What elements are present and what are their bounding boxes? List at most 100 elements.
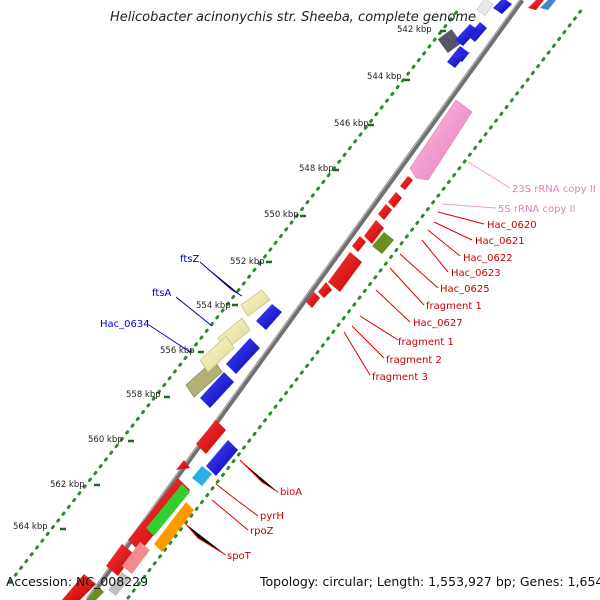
tick-label-556: 556 kbp xyxy=(160,346,195,356)
feature-red-small-560[interactable] xyxy=(176,460,190,470)
gene-label-fragment1a[interactable]: fragment 1 xyxy=(426,301,482,312)
leader-rpoz xyxy=(211,499,249,531)
gene-label-fragment2[interactable]: fragment 2 xyxy=(386,355,442,366)
leader-hac0627 xyxy=(375,289,411,323)
tick-label-544: 544 kbp xyxy=(367,72,402,82)
gc-dots-outer xyxy=(8,8,460,584)
tick-label-554: 554 kbp xyxy=(196,301,231,311)
gene-label-hac0634[interactable]: Hac_0634 xyxy=(100,319,150,330)
gene-label-5s-rrna[interactable]: 5S rRNA copy II xyxy=(498,204,575,215)
leader-fragment2 xyxy=(351,325,385,359)
feature-blue-top2[interactable] xyxy=(468,22,487,42)
gene-label-fragment1b[interactable]: fragment 1 xyxy=(398,337,454,348)
forward-strand-features xyxy=(62,0,512,600)
feature-salmon[interactable] xyxy=(122,542,150,574)
gene-label-rpoz[interactable]: rpoZ xyxy=(250,526,274,537)
tick-label-552: 552 kbp xyxy=(230,257,265,267)
tick-label-542: 542 kbp xyxy=(397,25,432,35)
leader-bioa xyxy=(239,459,279,493)
feature-trna-hac0625[interactable] xyxy=(372,232,394,254)
gene-label-fragment3[interactable]: fragment 3 xyxy=(372,372,428,383)
feature-dark-gray[interactable] xyxy=(437,29,462,53)
tick-marks xyxy=(60,29,446,531)
feature-gray-top[interactable] xyxy=(476,0,494,16)
feature-blue-right-top[interactable] xyxy=(540,0,556,10)
tick-label-558: 558 kbp xyxy=(126,390,161,400)
gc-dots-inner xyxy=(126,6,585,600)
feature-hac0621[interactable] xyxy=(378,204,392,220)
feature-gray-bottom[interactable] xyxy=(108,572,130,596)
leader-ftsa xyxy=(175,296,213,327)
feature-blue-544a[interactable] xyxy=(455,24,478,46)
leader-hac0623 xyxy=(421,239,449,273)
feature-hac0623[interactable] xyxy=(352,236,366,252)
gene-label-hac0620[interactable]: Hac_0620 xyxy=(487,220,537,231)
right-gene-labels: 23S rRNA copy II 5S rRNA copy II Hac_062… xyxy=(372,184,596,383)
leader-hac0620 xyxy=(437,211,485,225)
gene-label-ftsa[interactable]: ftsA xyxy=(152,288,171,299)
gene-label-hac0625[interactable]: Hac_0625 xyxy=(440,284,490,295)
backbone-highlight xyxy=(85,0,521,600)
feature-rrna-23s[interactable] xyxy=(409,99,473,181)
leader-hac0621 xyxy=(433,221,473,241)
feature-green-rpoz[interactable] xyxy=(146,484,190,536)
leader-hac0634 xyxy=(148,324,191,353)
gene-label-23s-rrna[interactable]: 23S rRNA copy II xyxy=(512,184,596,195)
leader-fragment1a xyxy=(389,267,425,306)
feature-blue-ftsa[interactable] xyxy=(226,338,260,374)
topology-summary: Topology: circular; Length: 1,553,927 bp… xyxy=(259,574,600,589)
genome-title: Helicobacter acinonychis str. Sheeba, co… xyxy=(110,10,476,25)
tick-label-548: 548 kbp xyxy=(299,164,334,174)
bottom-leaders xyxy=(185,459,279,556)
gene-label-hac0621[interactable]: Hac_0621 xyxy=(475,236,525,247)
leader-5s xyxy=(441,203,497,209)
reverse-strand-features xyxy=(86,0,556,600)
gene-label-pyrh[interactable]: pyrH xyxy=(260,511,284,522)
gene-label-spot[interactable]: spoT xyxy=(227,551,252,562)
gene-label-hac0627[interactable]: Hac_0627 xyxy=(413,318,463,329)
feature-fragment1a[interactable] xyxy=(328,252,362,292)
gene-label-bioa[interactable]: bioA xyxy=(280,487,302,498)
tick-label-560: 560 kbp xyxy=(88,435,123,445)
feature-pseudo-ftsz[interactable] xyxy=(240,289,271,317)
feature-blue-544c[interactable] xyxy=(452,52,470,62)
feature-hac0627[interactable] xyxy=(318,282,332,298)
leader-fragment3 xyxy=(343,331,371,376)
feature-orange-spot[interactable] xyxy=(154,502,194,552)
feature-fragment1b[interactable] xyxy=(306,292,320,308)
gene-label-hac0622[interactable]: Hac_0622 xyxy=(463,253,513,264)
tick-labels: 542 kbp 544 kbp 546 kbp 548 kbp 550 kbp … xyxy=(13,25,432,532)
gene-label-hac0623[interactable]: Hac_0623 xyxy=(451,268,501,279)
feature-red-bottom[interactable] xyxy=(62,574,96,600)
feature-red-564[interactable] xyxy=(106,544,134,576)
feature-blue-ftsz[interactable] xyxy=(256,304,282,330)
tick-label-550: 550 kbp xyxy=(264,210,299,220)
leader-spot xyxy=(185,523,227,556)
tick-label-564: 564 kbp xyxy=(13,522,48,532)
accession-text: Accession: NC_008229 xyxy=(6,574,148,589)
feature-hac0620[interactable] xyxy=(388,192,402,208)
leader-fragment1b xyxy=(359,315,399,341)
left-gene-labels: ftsZ ftsA Hac_0634 xyxy=(100,254,199,330)
leader-ftsz xyxy=(199,261,243,297)
feature-red-560[interactable] xyxy=(196,420,226,454)
feature-cyan-pyrh[interactable] xyxy=(192,466,212,486)
feature-blue-560[interactable] xyxy=(206,440,238,476)
left-leaders xyxy=(148,261,243,353)
gc-dots-track xyxy=(8,6,585,600)
feature-pseudo-hac0634[interactable] xyxy=(185,359,223,398)
feature-olive-bottom[interactable] xyxy=(86,586,104,600)
gene-label-ftsz[interactable]: ftsZ xyxy=(180,254,199,265)
tick-label-546: 546 kbp xyxy=(334,119,369,129)
leader-23s xyxy=(467,161,511,189)
feature-hac0622[interactable] xyxy=(364,220,384,244)
feature-blue-top1[interactable] xyxy=(493,0,512,14)
feature-red-right-top[interactable] xyxy=(528,0,544,10)
feature-blue-558[interactable] xyxy=(200,372,234,408)
leader-pyrh xyxy=(215,483,259,517)
leader-hac0622 xyxy=(427,229,461,257)
feature-5s-rrna[interactable] xyxy=(400,176,413,190)
feature-pseudo-light[interactable] xyxy=(199,335,235,373)
right-leaders xyxy=(343,161,511,376)
